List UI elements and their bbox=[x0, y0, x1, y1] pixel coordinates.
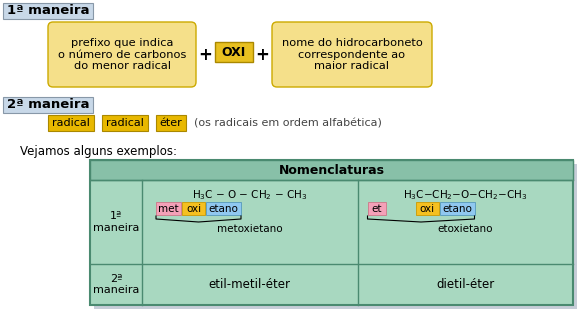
Text: 1ª
maneira: 1ª maneira bbox=[93, 211, 139, 233]
Bar bbox=[3, 3, 93, 19]
Text: +: + bbox=[255, 45, 269, 64]
Bar bbox=[206, 202, 241, 215]
Text: et: et bbox=[371, 203, 382, 213]
Text: +: + bbox=[198, 45, 212, 64]
Bar bbox=[3, 97, 93, 113]
Bar bbox=[48, 115, 94, 131]
Text: 1ª maneira: 1ª maneira bbox=[7, 4, 90, 18]
Bar bbox=[90, 160, 573, 180]
FancyBboxPatch shape bbox=[272, 22, 432, 87]
Text: radical: radical bbox=[52, 118, 90, 128]
Text: (os radicais em ordem alfabética): (os radicais em ordem alfabética) bbox=[194, 118, 382, 128]
Text: OXI: OXI bbox=[222, 45, 246, 59]
Text: metoxietano: metoxietano bbox=[217, 224, 283, 234]
Bar bbox=[156, 115, 186, 131]
Bar bbox=[90, 160, 573, 305]
Bar bbox=[102, 115, 148, 131]
Text: oxi: oxi bbox=[186, 203, 201, 213]
Bar bbox=[182, 202, 205, 215]
Bar bbox=[215, 42, 253, 62]
Bar bbox=[94, 164, 577, 309]
Text: etoxietano: etoxietano bbox=[437, 224, 493, 234]
Bar bbox=[416, 202, 438, 215]
Text: H$_3$C $-$ O $-$ CH$_2$ $-$ CH$_3$: H$_3$C $-$ O $-$ CH$_2$ $-$ CH$_3$ bbox=[192, 188, 307, 202]
Text: H$_3$C$-$CH$_2$$-$O$-$CH$_2$$-$CH$_3$: H$_3$C$-$CH$_2$$-$O$-$CH$_2$$-$CH$_3$ bbox=[403, 188, 528, 202]
Text: Nomenclaturas: Nomenclaturas bbox=[279, 163, 385, 177]
Text: etano: etano bbox=[442, 203, 472, 213]
Text: etil-metil-éter: etil-metil-éter bbox=[209, 278, 291, 291]
Text: radical: radical bbox=[106, 118, 144, 128]
Text: éter: éter bbox=[160, 118, 182, 128]
Text: etano: etano bbox=[209, 203, 238, 213]
Bar bbox=[440, 202, 475, 215]
FancyBboxPatch shape bbox=[48, 22, 196, 87]
Bar bbox=[156, 202, 181, 215]
Text: met: met bbox=[158, 203, 179, 213]
Text: oxi: oxi bbox=[419, 203, 434, 213]
Text: 2ª maneira: 2ª maneira bbox=[7, 99, 90, 111]
Text: prefixo que indica
o número de carbonos
do menor radical: prefixo que indica o número de carbonos … bbox=[58, 38, 186, 71]
Text: nome do hidrocarboneto
correspondente ao
maior radical: nome do hidrocarboneto correspondente ao… bbox=[282, 38, 423, 71]
Text: Vejamos alguns exemplos:: Vejamos alguns exemplos: bbox=[20, 145, 177, 158]
Bar bbox=[367, 202, 385, 215]
Text: 2ª
maneira: 2ª maneira bbox=[93, 274, 139, 295]
Text: dietil-éter: dietil-éter bbox=[436, 278, 494, 291]
